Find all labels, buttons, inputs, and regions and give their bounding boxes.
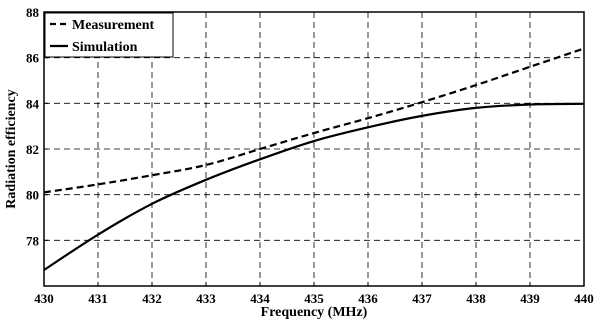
x-tick-label: 439 [520,291,540,306]
legend-label-measurement: Measurement [72,18,154,33]
y-tick-label: 78 [26,233,40,248]
series-line-measurement [43,47,585,194]
series-lines [43,47,585,271]
tick-labels: 430 431 432 433 434 435 436 437 438 439 440 78 80 82 8… [26,5,594,306]
x-axis-label: Frequency (MHz) [261,305,368,320]
y-tick-label: 88 [26,5,40,20]
legend: Measurement Simulation [44,12,174,58]
legend-label-simulation: Simulation [72,40,138,55]
x-tick-label: 436 [358,291,378,306]
y-tick-label: 80 [26,188,39,203]
series-line-simulation [43,102,585,271]
x-tick-label: 437 [412,291,432,306]
x-tick-label: 432 [142,291,162,306]
x-tick-label: 433 [196,291,216,306]
y-tick-label: 82 [26,142,39,157]
grid [44,12,584,286]
x-tick-label: 438 [466,291,486,306]
legend-box [44,12,174,58]
y-axis-label: Radiation efficiency [4,89,19,208]
x-tick-label: 431 [88,291,108,306]
y-tick-label: 84 [26,96,40,111]
x-tick-label: 434 [250,291,270,306]
x-tick-label: 440 [574,291,594,306]
x-tick-label: 435 [304,291,324,306]
y-tick-label: 86 [26,51,40,66]
x-tick-label: 430 [34,291,54,306]
